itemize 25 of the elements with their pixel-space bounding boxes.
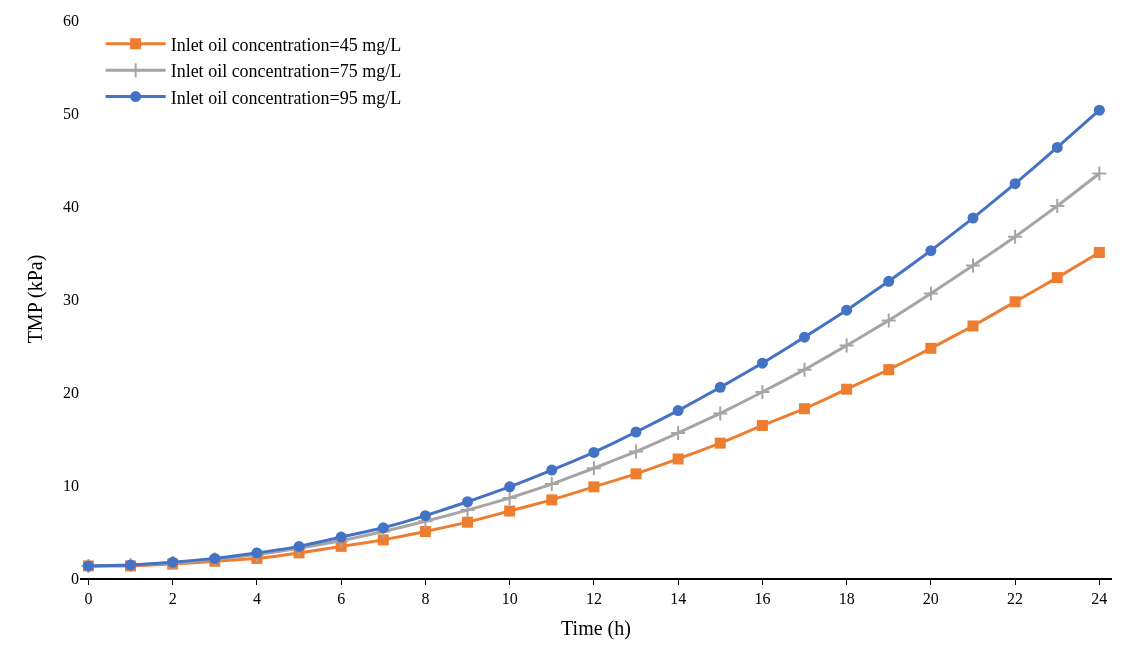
- y-tick-label: 60: [63, 11, 79, 29]
- y-tick-label: 30: [63, 290, 79, 308]
- x-tick-label: 10: [501, 589, 518, 607]
- y-tick-label: 20: [63, 383, 79, 401]
- y-tick-label: 10: [63, 476, 79, 494]
- y-axis-title: TMP (kPa): [23, 254, 47, 344]
- x-tick-label: 2: [168, 589, 177, 607]
- x-tick-label: 24: [1091, 589, 1108, 607]
- y-tick-label: 40: [63, 197, 79, 215]
- x-tick-label: 22: [1007, 589, 1024, 607]
- x-tick-label: 0: [84, 589, 93, 607]
- legend-label: Inlet oil concentration=95 mg/L: [170, 87, 402, 108]
- x-tick-label: 8: [421, 589, 430, 607]
- x-axis-title: Time (h): [561, 616, 631, 640]
- legend-label: Inlet oil concentration=45 mg/L: [170, 34, 402, 55]
- x-tick-label: 14: [670, 589, 687, 607]
- x-tick-label: 6: [337, 589, 346, 607]
- x-tick-label: 4: [252, 589, 261, 607]
- x-tick-label: 16: [754, 589, 771, 607]
- x-tick-label: 20: [922, 589, 939, 607]
- x-tick-label: 12: [585, 589, 602, 607]
- y-tick-label: 0: [71, 569, 79, 587]
- y-tick-label: 50: [63, 104, 79, 122]
- legend-label: Inlet oil concentration=75 mg/L: [170, 61, 402, 82]
- x-tick-label: 18: [838, 589, 855, 607]
